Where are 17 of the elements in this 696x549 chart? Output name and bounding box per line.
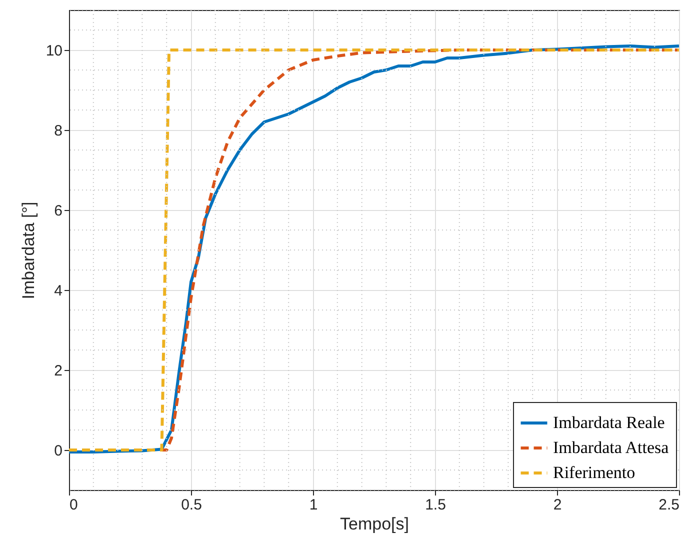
legend-label: Imbardata Attesa <box>553 438 670 457</box>
x-axis-title: Tempo[s] <box>340 514 409 534</box>
x-tick-label: 2.5 <box>658 496 680 514</box>
y-axis-title: Imbardata [°] <box>18 202 38 300</box>
x-tick-label: 0 <box>70 496 78 514</box>
y-tick-label: 10 <box>46 42 62 60</box>
legend-label: Riferimento <box>553 463 636 482</box>
y-tick-label: 8 <box>54 122 62 140</box>
x-tick-label: 1.5 <box>425 496 446 514</box>
y-tick-label: 2 <box>54 362 62 380</box>
y-tick-label: 4 <box>54 282 62 300</box>
x-tick-label: 1 <box>309 496 318 514</box>
x-tick-label: 2 <box>553 496 562 514</box>
legend-label: Imbardata Reale <box>553 413 665 432</box>
x-tick-label: 0.5 <box>181 496 202 514</box>
y-tick-label: 6 <box>54 202 62 220</box>
y-tick-label: 0 <box>54 442 62 460</box>
